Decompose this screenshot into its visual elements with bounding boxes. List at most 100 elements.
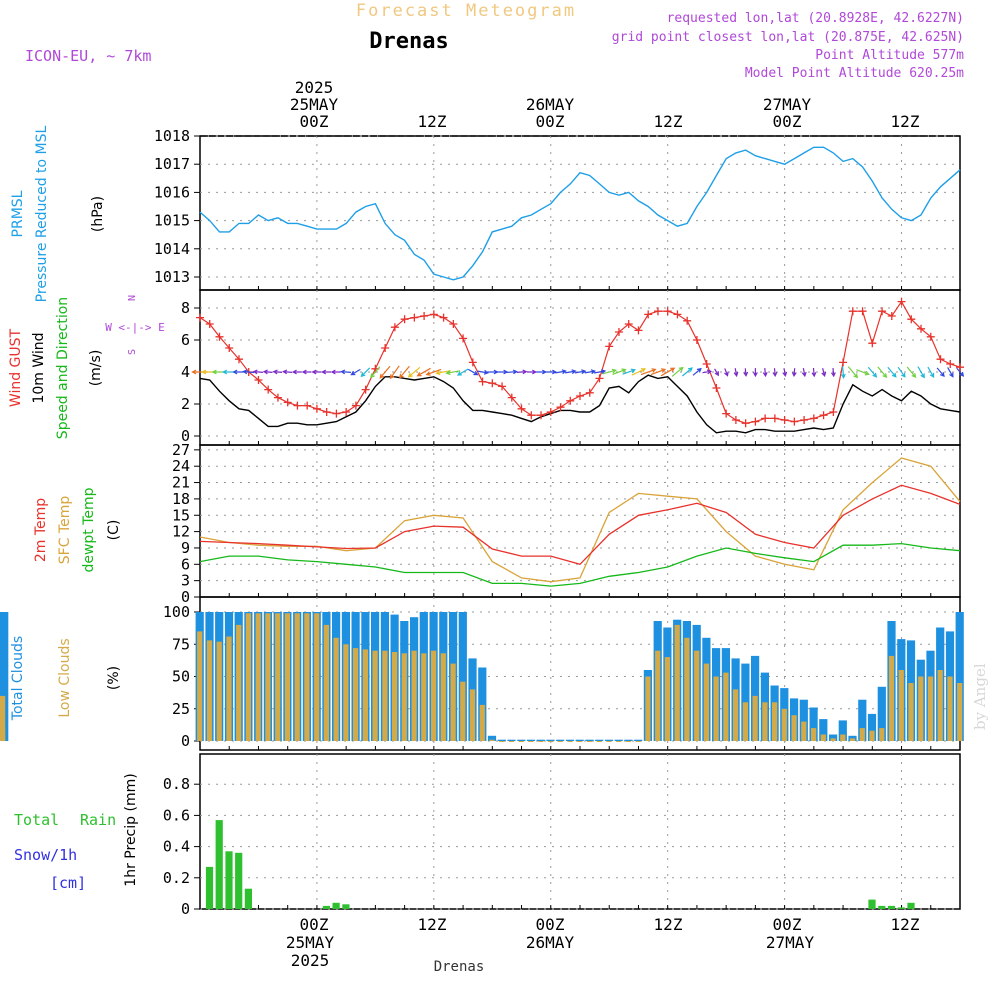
wind-direction-arrow xyxy=(584,369,597,375)
wind-direction-arrow xyxy=(682,367,693,377)
total-cloud-bar xyxy=(604,739,614,741)
panel-frame xyxy=(199,444,961,598)
wind-direction-arrow xyxy=(407,366,421,378)
low-cloud-bar xyxy=(820,734,826,741)
gust-marker xyxy=(429,310,438,319)
low-cloud-bar xyxy=(606,741,612,742)
low-cloud-bar xyxy=(450,663,456,741)
gust-marker xyxy=(917,324,926,333)
gust-marker xyxy=(868,339,877,348)
y-tick-label: 1013 xyxy=(154,268,190,286)
gust-marker xyxy=(692,336,701,344)
low-cloud-bar xyxy=(684,637,690,741)
top-tick-label: 00Z xyxy=(536,112,565,131)
gust-marker xyxy=(848,307,857,316)
wind-direction-arrow xyxy=(782,368,788,378)
gust-marker xyxy=(809,414,818,423)
temp-unit: (C) xyxy=(106,520,122,541)
panel-frame xyxy=(199,753,961,910)
wind-label-10m: 10m Wind xyxy=(31,332,47,403)
top-tick-label: 12Z xyxy=(654,112,683,131)
top-year-label: 2025 xyxy=(295,78,334,97)
low-cloud-bar xyxy=(0,695,6,741)
gust-marker xyxy=(420,312,429,320)
low-cloud-bar xyxy=(314,613,320,741)
total-cloud-bar xyxy=(838,720,847,741)
y-tick-label: 12 xyxy=(172,523,190,541)
wind-direction-arrow xyxy=(724,368,729,377)
wind-direction-arrow xyxy=(272,369,283,375)
low-cloud-bar xyxy=(937,670,943,741)
bottom-tick-label: 00Z xyxy=(773,915,802,934)
gust-marker xyxy=(478,377,487,386)
gust-marker xyxy=(722,409,731,418)
low-cloud-bar xyxy=(333,637,339,741)
wind-direction-arrow xyxy=(574,369,587,375)
low-cloud-bar xyxy=(236,624,242,741)
gust-marker xyxy=(566,396,575,405)
clouds-side-labels: Total Clouds Low Clouds (%) xyxy=(10,636,122,721)
y-tick-label: 0 xyxy=(181,427,190,445)
watermark: by Angel xyxy=(971,663,989,730)
low-cloud-bar xyxy=(567,741,573,742)
compass-west-east: W <-|-> E xyxy=(105,321,165,334)
gust-marker xyxy=(907,315,916,324)
low-cloud-bar xyxy=(635,741,641,742)
gust-marker xyxy=(819,411,828,420)
gust-marker xyxy=(293,401,302,410)
low-cloud-bar xyxy=(947,676,953,741)
wind-direction-arrow xyxy=(936,367,945,378)
wind-direction-arrow xyxy=(262,369,273,375)
wind-direction-arrow xyxy=(733,368,739,378)
wind-direction-arrow xyxy=(947,367,954,378)
wind-direction-arrow xyxy=(545,369,558,375)
wind-direction-arrow xyxy=(752,368,758,378)
dewpt-line xyxy=(199,542,961,587)
total-cloud-bar xyxy=(546,739,555,741)
y-tick-label: 100 xyxy=(163,603,190,621)
low-cloud-bar xyxy=(489,739,495,741)
total-cloud-bar xyxy=(829,734,838,741)
gust-marker xyxy=(351,401,360,410)
top-day-label: 26MAY xyxy=(526,95,575,114)
low-cloud-bar xyxy=(762,702,768,741)
rain-bar xyxy=(322,905,330,909)
precip-label-snow: Snow/1h xyxy=(14,846,77,864)
total-cloud-bar xyxy=(955,612,964,741)
wind-direction-arrow xyxy=(445,370,461,376)
gust-marker xyxy=(800,416,809,424)
gust-marker xyxy=(332,409,341,418)
gust-marker xyxy=(761,414,770,423)
wind-direction-arrow xyxy=(321,369,331,375)
low-cloud-bar xyxy=(197,631,203,741)
low-cloud-bar xyxy=(411,650,417,741)
bottom-tick-label: 12Z xyxy=(891,915,920,934)
gust-marker xyxy=(273,393,282,402)
total-cloud-bar xyxy=(585,739,594,741)
total-cloud-bar xyxy=(497,739,506,741)
low-cloud-bar xyxy=(275,613,281,741)
wind-direction-arrow xyxy=(612,368,627,375)
rain-bar xyxy=(897,907,905,909)
low-cloud-bar xyxy=(616,741,622,742)
y-tick-label: 2 xyxy=(181,395,190,413)
wind-direction-arrow xyxy=(242,369,255,375)
wind-direction-arrow xyxy=(506,369,518,375)
wind-direction-arrow xyxy=(282,369,293,375)
top-tick-label: 00Z xyxy=(773,112,802,131)
low-cloud-bar xyxy=(401,653,407,741)
wind-direction-arrow xyxy=(906,366,917,378)
gust-marker xyxy=(390,323,399,332)
wind-direction-arrow xyxy=(311,369,322,375)
temp-label-2m: 2m Temp xyxy=(33,498,49,562)
low-cloud-bar xyxy=(655,650,661,741)
wind-direction-arrow xyxy=(536,369,548,375)
gust-marker xyxy=(926,332,935,341)
wind-direction-arrow xyxy=(821,368,827,377)
gust-marker xyxy=(702,360,711,368)
low-cloud-bar xyxy=(625,741,631,742)
bottom-tick-label: 12Z xyxy=(418,915,447,934)
low-cloud-bar xyxy=(362,649,368,741)
precip-axis-title: 1hr Precip (mm) xyxy=(123,773,139,886)
bottom-year-label: 2025 xyxy=(291,951,330,970)
